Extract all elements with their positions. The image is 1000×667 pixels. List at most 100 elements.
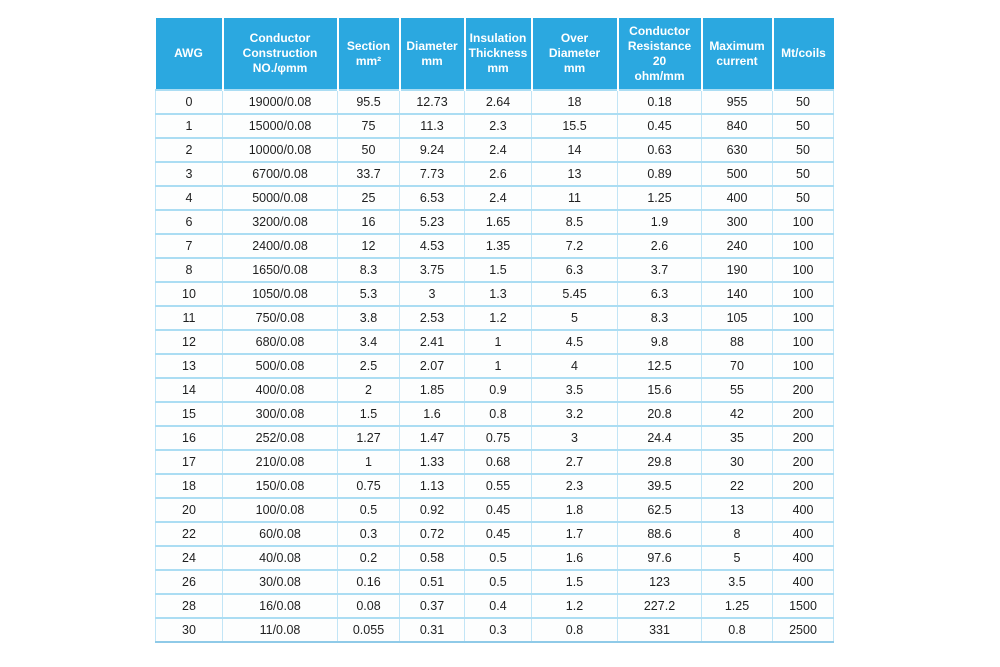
table-cell: 9.24 [399,137,465,162]
table-cell: 10000/0.08 [222,137,338,162]
table-cell: 190 [701,257,773,282]
table-cell: 16/0.08 [222,593,338,618]
table-cell: 95.5 [337,89,400,114]
column-header-awg: AWG [155,18,223,90]
table-cell: 12 [337,233,400,258]
table-cell: 3 [155,161,223,186]
table-cell: 200 [772,401,834,426]
table-cell: 13 [531,161,618,186]
table-cell: 11/0.08 [222,617,338,643]
table-cell: 0.3 [337,521,400,546]
table-cell: 680/0.08 [222,329,338,354]
table-cell: 1500 [772,593,834,618]
table-cell: 1 [155,113,223,138]
table-cell: 33.7 [337,161,400,186]
table-cell: 100 [772,305,834,330]
table-cell: 100 [772,329,834,354]
table-cell: 2.4 [464,185,532,210]
table-row: 22 60/0.08 0.3 0.72 0.45 1.7 88.6 8 400 [155,521,834,546]
table-cell: 5000/0.08 [222,185,338,210]
table-cell: 12 [155,329,223,354]
table-cell: 0.8 [464,401,532,426]
table-cell: 100 [772,233,834,258]
table-cell: 16 [155,425,223,450]
table-cell: 0.51 [399,569,465,594]
table-cell: 6.53 [399,185,465,210]
column-header-section: Section mm² [336,18,400,90]
table-cell: 5.45 [531,281,618,306]
table-cell: 6.3 [617,281,702,306]
table-header: AWG Conductor Construction NO./φmm Secti… [155,18,834,90]
table-cell: 200 [772,377,834,402]
table-cell: 1.25 [701,593,773,618]
table-cell: 0.45 [464,521,532,546]
table-cell: 150/0.08 [222,473,338,498]
table-cell: 3 [399,281,465,306]
table-cell: 3.8 [337,305,400,330]
table-row: 18 150/0.08 0.75 1.13 0.55 2.3 39.5 22 200 [155,473,834,498]
table-cell: 4.53 [399,233,465,258]
table-cell: 12.5 [617,353,702,378]
table-cell: 2.6 [464,161,532,186]
table-row: 6 3200/0.08 16 5.23 1.65 8.5 1.9 300 100 [155,209,834,234]
table-cell: 88.6 [617,521,702,546]
table-cell: 50 [772,89,834,114]
table-cell: 0.31 [399,617,465,643]
table-cell: 18 [155,473,223,498]
table-cell: 0.68 [464,449,532,474]
table-cell: 50 [772,113,834,138]
table-row: 16 252/0.08 1.27 1.47 0.75 3 24.4 35 200 [155,425,834,450]
table-cell: 20.8 [617,401,702,426]
table-cell: 0.2 [337,545,400,570]
table-cell: 400 [772,545,834,570]
table-cell: 100 [772,353,834,378]
table-cell: 0 [155,89,223,114]
table-cell: 200 [772,425,834,450]
table-cell: 1050/0.08 [222,281,338,306]
column-header-insulation-thickness: Insulation Thickness mm [463,18,532,90]
table-cell: 2.4 [464,137,532,162]
table-cell: 1.5 [337,401,400,426]
table-cell: 210/0.08 [222,449,338,474]
table-row: 14 400/0.08 2 1.85 0.9 3.5 15.6 55 200 [155,377,834,402]
table-cell: 7 [155,233,223,258]
table-cell: 1.5 [531,569,618,594]
table-cell: 6700/0.08 [222,161,338,186]
table-cell: 3 [531,425,618,450]
table-cell: 29.8 [617,449,702,474]
table-cell: 15 [155,401,223,426]
table-cell: 2.5 [337,353,400,378]
column-header-diameter: Diameter mm [398,18,465,90]
table-cell: 5.23 [399,209,465,234]
table-cell: 20 [155,497,223,522]
table-cell: 4 [531,353,618,378]
table-cell: 3.2 [531,401,618,426]
table-row: 12 680/0.08 3.4 2.41 1 4.5 9.8 88 100 [155,329,834,354]
table-row: 0 19000/0.08 95.5 12.73 2.64 18 0.18 955 50 [155,89,834,114]
table-cell: 75 [337,113,400,138]
table-row: 10 1050/0.08 5.3 3 1.3 5.45 6.3 140 100 [155,281,834,306]
table-cell: 70 [701,353,773,378]
table-row: 20 100/0.08 0.5 0.92 0.45 1.8 62.5 13 400 [155,497,834,522]
table-cell: 50 [772,137,834,162]
table-row: 15 300/0.08 1.5 1.6 0.8 3.2 20.8 42 200 [155,401,834,426]
table-cell: 200 [772,449,834,474]
table-cell: 1.2 [464,305,532,330]
table-cell: 0.75 [464,425,532,450]
table-row: 24 40/0.08 0.2 0.58 0.5 1.6 97.6 5 400 [155,545,834,570]
table-cell: 1 [337,449,400,474]
table-cell: 2.07 [399,353,465,378]
table-cell: 13 [701,497,773,522]
header-row: AWG Conductor Construction NO./φmm Secti… [155,18,834,90]
table-cell: 0.75 [337,473,400,498]
table-cell: 3.4 [337,329,400,354]
table-cell: 300 [701,209,773,234]
table-cell: 0.45 [617,113,702,138]
table-cell: 2.3 [464,113,532,138]
table-cell: 0.3 [464,617,532,643]
table-row: 7 2400/0.08 12 4.53 1.35 7.2 2.6 240 100 [155,233,834,258]
table-cell: 3.7 [617,257,702,282]
table-cell: 2.53 [399,305,465,330]
table-cell: 11.3 [399,113,465,138]
table-cell: 3.75 [399,257,465,282]
